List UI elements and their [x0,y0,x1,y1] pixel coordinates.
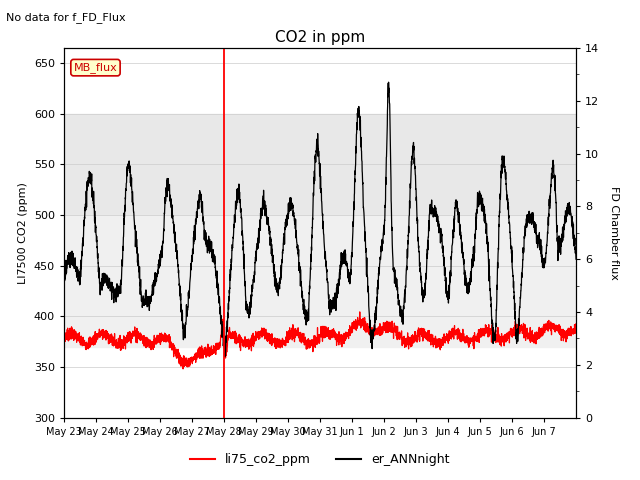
Y-axis label: FD Chamber flux: FD Chamber flux [609,186,619,280]
Bar [64,114,576,215]
Title: CO2 in ppm: CO2 in ppm [275,30,365,46]
Text: MB_flux: MB_flux [74,62,117,73]
Text: No data for f_FD_Flux: No data for f_FD_Flux [6,12,126,23]
Y-axis label: LI7500 CO2 (ppm): LI7500 CO2 (ppm) [19,182,28,284]
Bar [64,215,576,347]
Legend: li75_co2_ppm, er_ANNnight: li75_co2_ppm, er_ANNnight [186,448,454,471]
